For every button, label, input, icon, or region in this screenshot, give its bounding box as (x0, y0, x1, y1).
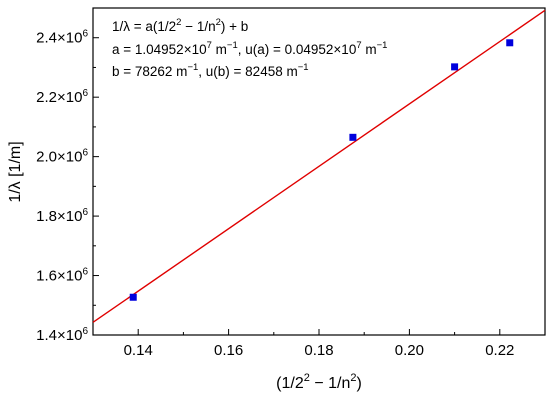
data-points (129, 39, 514, 301)
fit-layer (92, 9, 546, 323)
y-axis-ticks: 1.4×106 1.6×106 1.8×106 2.0×106 2.2×106 2.4×1… (36, 29, 99, 344)
fit-annotation: 1/λ = a(1/22 − 1/n2) + b a = 1.04952×107… (112, 17, 387, 79)
fit-line (92, 9, 546, 323)
y-tick-label: 2.4×106 (36, 29, 88, 47)
y-tick-label: 1.8×106 (36, 207, 88, 225)
x-axis-ticks: 0.14 0.16 0.18 0.20 0.22 (124, 329, 514, 359)
y-tick-label: 2.0×106 (36, 148, 88, 166)
annotation-line-3: b = 78262 m−1, u(b) = 82458 m−1 (112, 62, 309, 79)
data-point (506, 39, 514, 47)
y-tick-label: 1.4×106 (36, 326, 88, 344)
x-axis-label: (1/22 − 1/n2) (276, 372, 362, 392)
x-tick-label: 0.16 (214, 342, 243, 359)
y-tick-label: 1.6×106 (36, 267, 88, 285)
x-tick-label: 0.18 (304, 342, 333, 359)
x-tick-label: 0.22 (485, 342, 514, 359)
y-tick-label: 2.2×106 (36, 88, 88, 106)
x-tick-label: 0.14 (124, 342, 153, 359)
x-tick-label: 0.20 (395, 342, 424, 359)
y-axis-label: 1/λ [1/m] (7, 141, 24, 202)
data-point (451, 63, 459, 71)
data-point (349, 133, 357, 141)
data-point (129, 293, 137, 301)
annotation-line-2: a = 1.04952×107 m−1, u(a) = 0.04952×107 … (112, 40, 387, 57)
annotation-line-1: 1/λ = a(1/22 − 1/n2) + b (112, 17, 248, 34)
